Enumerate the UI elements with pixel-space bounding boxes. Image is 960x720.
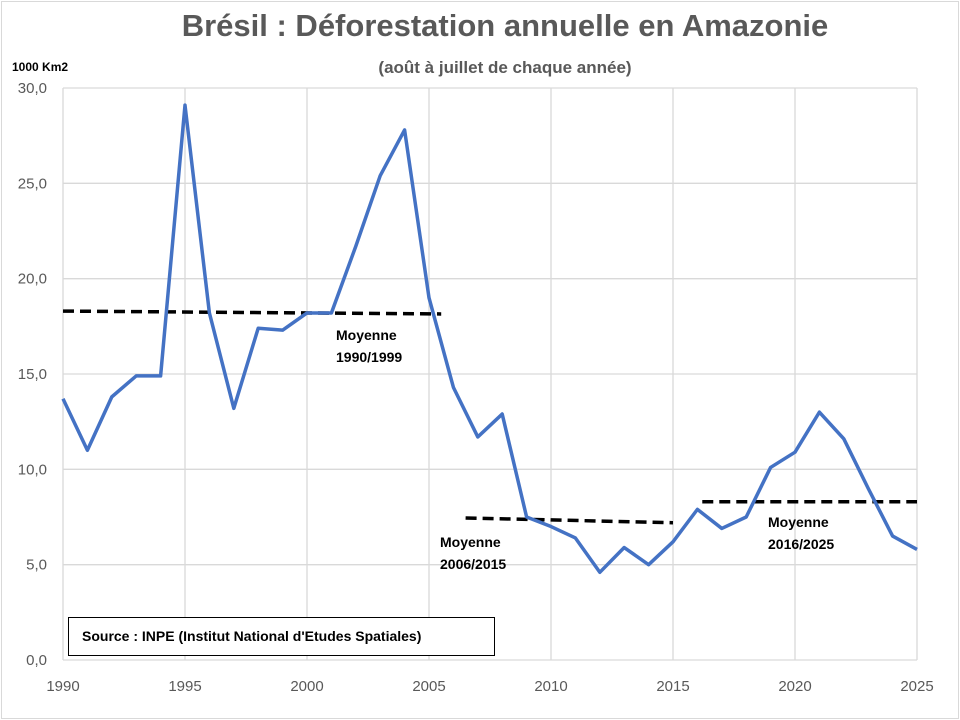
average-period: 2016/2025	[768, 536, 834, 552]
y-tick-label: 0,0	[26, 652, 47, 669]
y-tick-label: 30,0	[18, 80, 47, 97]
x-tick-label: 2015	[656, 678, 689, 695]
average-line	[465, 516, 674, 525]
average-period: 2006/2015	[440, 556, 506, 572]
average-label: Moyenne	[440, 534, 501, 550]
y-tick-label: 15,0	[18, 366, 47, 383]
x-tick-label: 1990	[46, 678, 79, 695]
y-tick-label: 5,0	[26, 557, 47, 574]
x-tick-label: 1995	[168, 678, 201, 695]
y-tick-label: 20,0	[18, 271, 47, 288]
x-tick-label: 2000	[290, 678, 323, 695]
x-tick-label: 2005	[412, 678, 445, 695]
chart-title: Brésil : Déforestation annuelle en Amazo…	[181, 8, 829, 43]
x-tick-label: 2025	[900, 678, 933, 695]
x-tick-label: 2020	[778, 678, 811, 695]
average-label: Moyenne	[768, 514, 829, 530]
average-line	[62, 309, 442, 316]
average-period: 1990/1999	[336, 349, 402, 365]
chart-subtitle: (août à juillet de chaque année)	[378, 58, 632, 77]
y-axis-unit: 1000 Km2	[12, 60, 69, 74]
x-tick-label: 2010	[534, 678, 567, 695]
series-line	[61, 103, 918, 575]
average-label: Moyenne	[336, 327, 397, 343]
source-box: Source : INPE (Institut National d'Etude…	[68, 617, 495, 656]
y-tick-label: 25,0	[18, 175, 47, 192]
y-tick-label: 10,0	[18, 461, 47, 478]
